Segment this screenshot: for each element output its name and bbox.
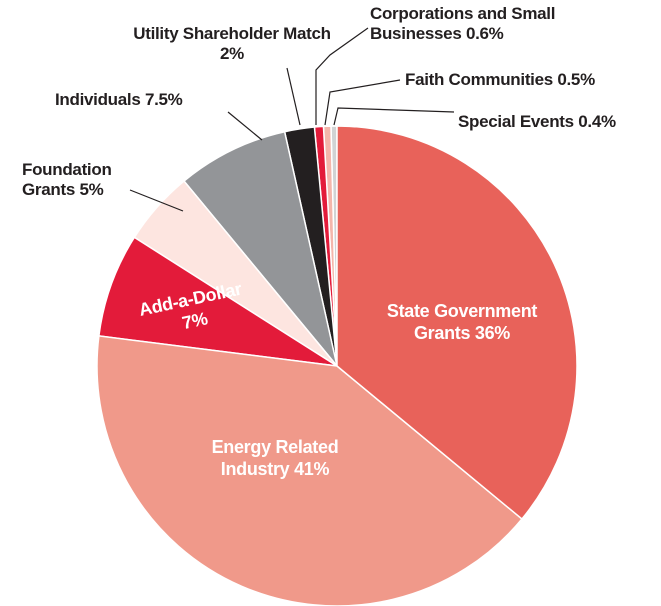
value-label: 7.5% — [144, 90, 183, 109]
slice-label: Utility Shareholder Match 2% — [132, 24, 332, 64]
slice-label: Faith Communities 0.5% — [405, 70, 655, 90]
category-name: Foundation Grants — [22, 160, 112, 199]
category-name: Faith Communities — [405, 70, 553, 89]
category-name: Individuals — [55, 90, 141, 109]
leader-line — [227, 111, 263, 141]
value-label: 5% — [79, 180, 104, 199]
leader-line — [286, 67, 301, 126]
leader-lines — [129, 27, 455, 212]
value-label: 0.4% — [578, 112, 616, 131]
pie-slice — [96, 335, 523, 606]
value-label: 0.6% — [465, 24, 504, 43]
pie-slice — [182, 130, 338, 367]
slice-label: Foundation Grants 5% — [22, 160, 134, 200]
value-label: 2% — [220, 44, 244, 63]
pie-slice — [336, 125, 578, 521]
slice-label: Energy Related Industry 41% — [190, 436, 360, 480]
value-label: 0.5% — [557, 70, 595, 89]
slice-label: Special Events 0.4% — [458, 112, 658, 132]
slice-label: Corporations and Small Businesses 0.6% — [370, 4, 580, 44]
value-label: 36% — [474, 323, 511, 343]
leader-line — [333, 107, 455, 126]
slice-label: State Government Grants 36% — [372, 300, 552, 344]
value-label: 7% — [180, 308, 210, 334]
category-name: State Government Grants — [386, 301, 538, 343]
slice-label: Individuals 7.5% — [55, 90, 245, 110]
pie-slice — [98, 236, 338, 367]
category-name: Special Events — [458, 112, 574, 131]
value-label: 41% — [294, 459, 330, 479]
category-name: Utility Shareholder Match — [133, 24, 331, 43]
leader-line — [129, 189, 184, 212]
leader-line — [324, 79, 401, 126]
category-name: Corporations and Small Businesses — [370, 4, 556, 43]
category-name: Energy Related Industry — [211, 437, 339, 479]
leader-line — [315, 27, 369, 125]
